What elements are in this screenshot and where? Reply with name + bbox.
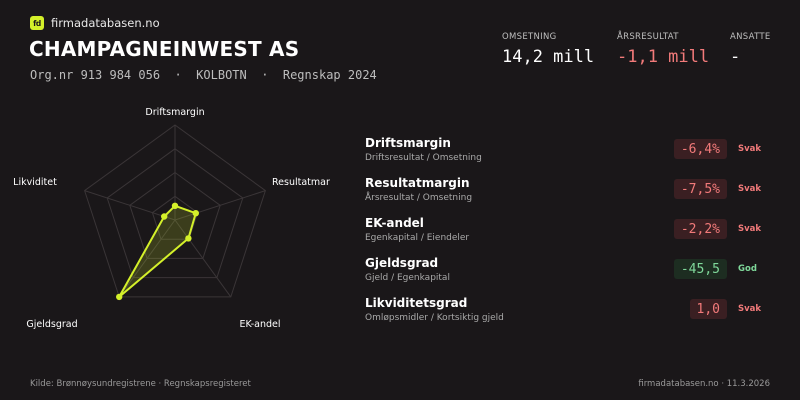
radar-axis-label: Resultatmargin xyxy=(272,177,330,188)
kpi-revenue: OMSETNING 14,2 mill xyxy=(502,32,594,67)
metric-name: Driftsmargin xyxy=(365,136,451,150)
radar-chart: Driftsmargin Resultatmargin EK-andel Gjelds… xyxy=(13,107,330,330)
metric-formula: Omløpsmidler / Kortsiktig gjeld xyxy=(365,313,504,323)
kpi-result-label: ÅRSRESULTAT xyxy=(617,32,679,42)
metric-value: -45,5 xyxy=(673,259,727,279)
metric-row: Likviditetsgrad Omløpsmidler / Kortsiktig… xyxy=(365,296,770,336)
metric-name: Gjeldsgrad xyxy=(365,256,439,270)
metric-status-badge: Svak xyxy=(738,184,762,194)
radar-grid-ring-4 xyxy=(84,124,266,298)
company-name: CHAMPAGNEINWEST AS xyxy=(29,37,300,61)
radar-spoke xyxy=(174,190,266,221)
metric-status-badge: Svak xyxy=(738,144,762,154)
metric-formula: Gjeld / Egenkapital xyxy=(365,273,450,283)
metric-row: Gjeldsgrad Gjeld / Egenkapital -45,5 God xyxy=(365,256,770,296)
radar-axis-label: EK-andel xyxy=(239,319,280,330)
brand-name[interactable]: firmadatabasen.no xyxy=(51,16,160,30)
radar-point xyxy=(171,202,179,209)
metric-status-badge: God xyxy=(738,264,757,274)
radar-series-shape xyxy=(118,204,197,298)
radar-point xyxy=(116,293,123,301)
radar-axis-label: Gjeldsgrad xyxy=(26,319,77,330)
brand-logo-icon: fd xyxy=(30,16,44,30)
radar-grid-ring-1 xyxy=(151,195,199,240)
kpi-result: ÅRSRESULTAT -1,1 mill xyxy=(617,32,709,67)
metric-value: 1,0 xyxy=(689,299,727,319)
metric-formula: Egenkapital / Eiendeler xyxy=(365,233,470,243)
metric-formula: Driftsresultat / Omsetning xyxy=(365,153,482,163)
metric-status-badge: Svak xyxy=(738,304,762,314)
metric-formula: Årsresultat / Omsetning xyxy=(365,193,473,203)
metric-row: Driftsmargin Driftsresultat / Omsetning -6… xyxy=(365,136,770,176)
radar-point xyxy=(185,235,192,242)
radar-grid-ring-2 xyxy=(129,171,221,259)
metric-value: -6,4% xyxy=(673,139,727,159)
metric-name: Likviditetsgrad xyxy=(365,296,468,310)
footer-source: Kilde: Brønnøysundregistrene · Regnskaps… xyxy=(30,379,251,389)
kpi-employees-value: - xyxy=(730,47,741,67)
company-meta: Org.nr 913 984 056 · KOLBOTN · Regnskap … xyxy=(30,68,377,82)
kpi-revenue-value: 14,2 mill xyxy=(502,47,595,67)
radar-spoke xyxy=(118,219,176,298)
metric-name: Resultatmargin xyxy=(365,176,470,190)
radar-point xyxy=(192,210,199,217)
kpi-result-value: -1,1 mill xyxy=(617,47,710,67)
kpi-revenue-label: OMSETNING xyxy=(502,32,557,42)
radar-spoke xyxy=(84,190,176,221)
kpi-employees-label: ANSATTE xyxy=(730,32,771,42)
footer-site-date: firmadatabasen.no · 11.3.2026 xyxy=(638,379,770,389)
metric-status-badge: Svak xyxy=(738,224,762,234)
radar-axis-label: Likviditet xyxy=(13,177,57,188)
metric-name: EK-andel xyxy=(365,216,424,230)
metric-value: -2,2% xyxy=(673,219,727,239)
radar-point xyxy=(161,213,168,220)
radar-axis-label: Driftsmargin xyxy=(145,107,204,118)
metric-row: EK-andel Egenkapital / Eiendeler -2,2% Svak xyxy=(365,216,770,256)
metrics-list: Driftsmargin Driftsresultat / Omsetning -6… xyxy=(365,136,770,336)
metric-row: Resultatmargin Årsresultat / Omsetning -7,… xyxy=(365,176,770,216)
brand: fd firmadatabasen.no xyxy=(30,16,160,30)
kpi-employees: ANSATTE - xyxy=(730,32,771,67)
radar-spoke xyxy=(174,219,232,298)
metric-value: -7,5% xyxy=(673,179,727,199)
radar-grid-ring-3 xyxy=(106,148,244,279)
